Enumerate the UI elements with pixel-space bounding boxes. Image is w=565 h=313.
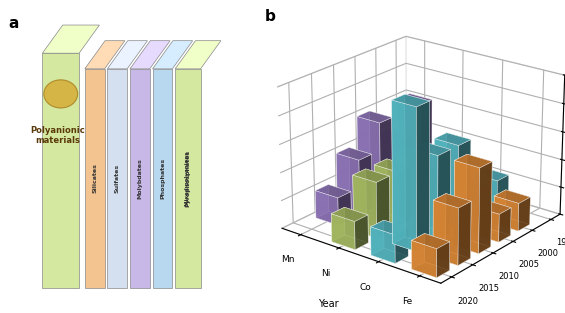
Text: Sulfates: Sulfates (115, 164, 120, 193)
Polygon shape (130, 41, 170, 69)
Text: Silicates: Silicates (92, 163, 97, 193)
Text: Pyrophosphates: Pyrophosphates (185, 150, 190, 207)
Text: a: a (8, 16, 19, 31)
Text: b: b (265, 9, 276, 24)
Polygon shape (153, 41, 193, 69)
FancyBboxPatch shape (130, 69, 150, 288)
FancyBboxPatch shape (153, 69, 172, 288)
FancyBboxPatch shape (85, 69, 105, 288)
Ellipse shape (44, 80, 78, 108)
FancyBboxPatch shape (107, 69, 127, 288)
Polygon shape (85, 41, 125, 69)
Text: Mixed polyanions: Mixed polyanions (185, 151, 190, 206)
X-axis label: Year: Year (318, 299, 338, 309)
Polygon shape (42, 25, 99, 53)
FancyBboxPatch shape (42, 53, 79, 288)
Text: Molybdates: Molybdates (137, 158, 142, 199)
FancyBboxPatch shape (175, 69, 201, 288)
Text: Phosphates: Phosphates (160, 158, 165, 199)
Text: Polyanionic
materials: Polyanionic materials (31, 126, 85, 145)
Polygon shape (175, 41, 221, 69)
Polygon shape (107, 41, 147, 69)
